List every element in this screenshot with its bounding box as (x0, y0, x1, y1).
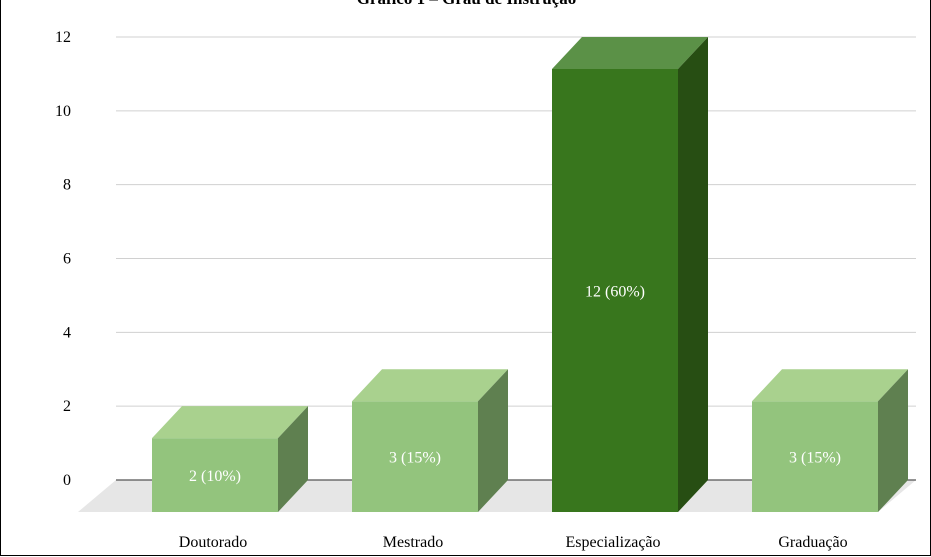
y-tick-label: 8 (63, 177, 71, 194)
bar-doutorado (152, 406, 308, 512)
bar-mestrado (352, 369, 508, 512)
bar-front (752, 401, 878, 512)
bar-gradua-o (752, 369, 908, 512)
category-label: Graduação (778, 534, 847, 551)
category-label: Especialização (565, 534, 660, 551)
data-label: 2 (10%) (189, 468, 241, 485)
bar-side (278, 406, 308, 512)
data-label: 3 (15%) (389, 450, 441, 467)
y-tick-label: 2 (63, 398, 71, 415)
data-label: 3 (15%) (789, 450, 841, 467)
bar-top (752, 369, 908, 402)
bar-front (552, 69, 678, 512)
bar-especializa-o (552, 37, 708, 512)
y-tick-label: 12 (55, 29, 71, 46)
chart-title: Gráfico 1 – Grau de Instrução (1, 0, 931, 9)
category-label: Mestrado (383, 534, 443, 551)
bar-side (678, 37, 708, 512)
labels-layer: 0 2 4 6 8 10 12 2 (10%) Doutorado 3 (15%) Mestrado… (55, 29, 848, 551)
bar-front (152, 438, 278, 512)
y-tick-label: 6 (63, 251, 71, 268)
category-label: Doutorado (179, 534, 247, 551)
y-tick-label: 4 (63, 324, 71, 341)
bar-top (352, 369, 508, 402)
y-tick-label: 0 (63, 472, 71, 489)
bars-layer (152, 37, 908, 512)
data-label: 12 (60%) (585, 284, 645, 301)
bar-side (878, 369, 908, 512)
y-tick-label: 10 (55, 103, 71, 120)
grid-layer (116, 36, 916, 407)
bar-top (552, 37, 708, 69)
bar-front (352, 401, 478, 512)
bar-side (478, 369, 508, 512)
bar-top (152, 406, 308, 439)
